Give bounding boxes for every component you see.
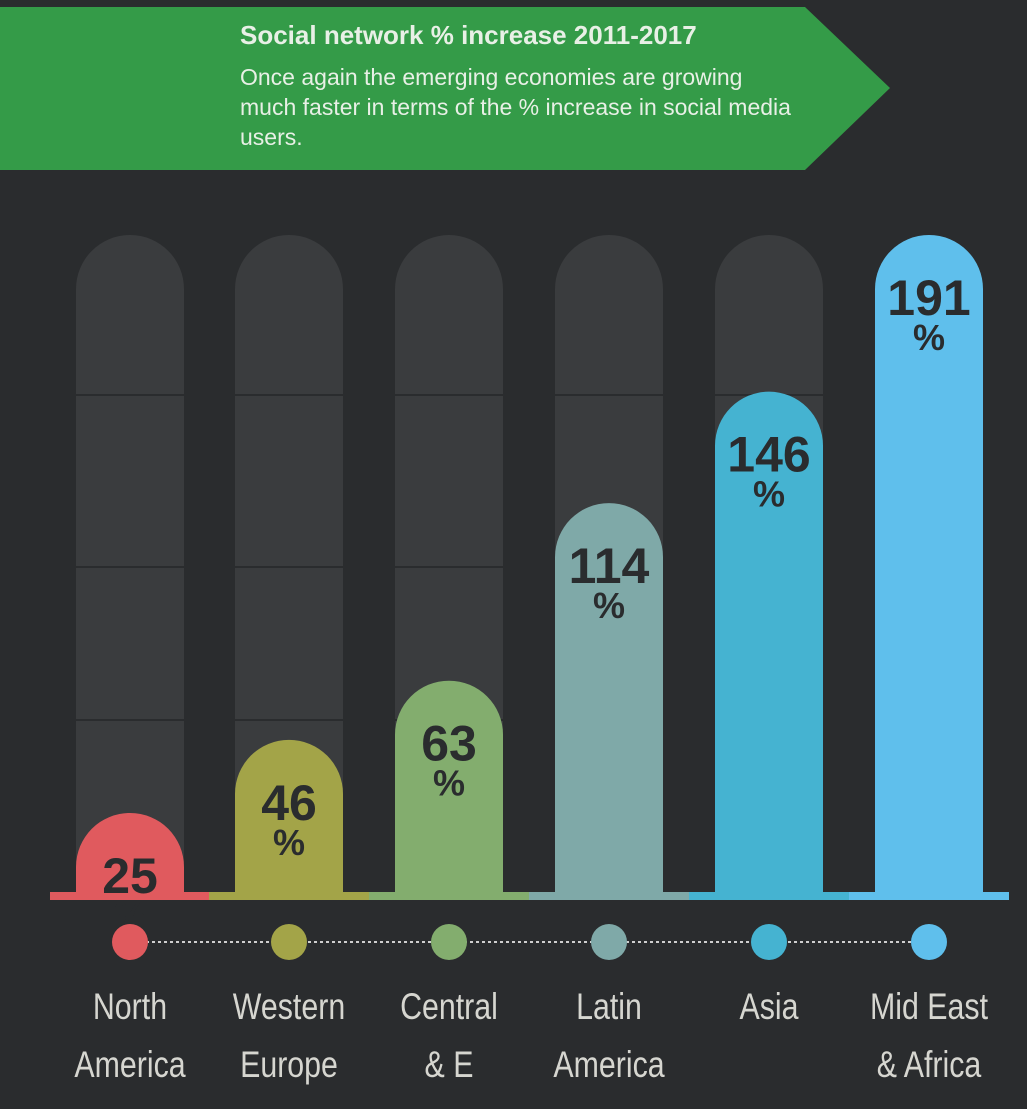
bar-foot: [529, 892, 689, 900]
category-dot: [112, 924, 148, 960]
bar-foot: [689, 892, 849, 900]
bar-foot: [50, 892, 210, 900]
value-label: 46%: [261, 775, 317, 863]
bar-foot: [209, 892, 369, 900]
category-label: Central & E Europe: [400, 986, 498, 1109]
bar-foot: [849, 892, 1009, 900]
bar-foot: [369, 892, 529, 900]
value-number: 191: [887, 270, 970, 326]
category-label: Asia: [739, 986, 799, 1027]
bar: [715, 391, 823, 900]
category-dot: [591, 924, 627, 960]
subtitle: Once again the emerging economies are gr…: [240, 64, 791, 150]
category-label: Latin America: [553, 986, 665, 1085]
category-dot: [911, 924, 947, 960]
category-dot: [751, 924, 787, 960]
title: Social network % increase 2011-2017: [240, 20, 697, 50]
category-label: North America: [74, 986, 186, 1085]
bar: [875, 235, 983, 900]
value-unit: %: [753, 474, 785, 515]
value-number: 146: [727, 427, 810, 483]
value-unit: %: [433, 763, 465, 804]
value-label: 63%: [421, 716, 477, 804]
value-label: 25%: [102, 848, 158, 936]
category-dot: [271, 924, 307, 960]
value-unit: %: [913, 317, 945, 358]
value-number: 114: [569, 538, 650, 594]
value-unit: %: [593, 585, 625, 626]
value-number: 46: [261, 775, 317, 831]
bar: [76, 812, 184, 900]
category-dot: [431, 924, 467, 960]
value-label: 191%: [887, 270, 970, 358]
value-label: 114%: [569, 538, 650, 626]
bar: [235, 739, 343, 900]
value-label: 146%: [727, 427, 810, 515]
category-label: Western Europe: [232, 986, 346, 1085]
bar: [395, 680, 503, 900]
category-label: Mid East & Africa: [869, 986, 989, 1085]
value-number: 63: [421, 716, 477, 772]
value-unit: %: [273, 822, 305, 863]
header-banner: [0, 7, 890, 170]
value-number: 25: [102, 848, 158, 904]
bar: [555, 503, 663, 900]
